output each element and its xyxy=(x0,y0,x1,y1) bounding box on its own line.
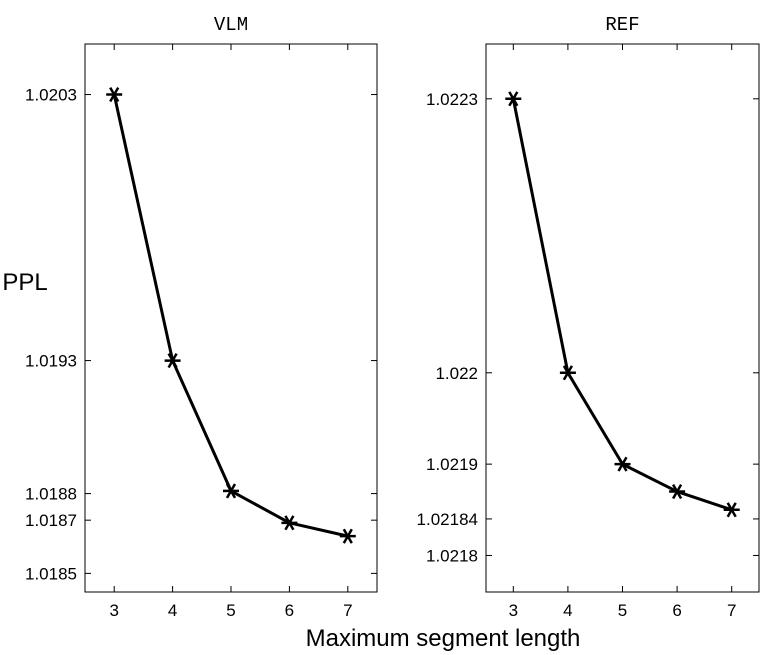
vlm-marker-stroke xyxy=(342,528,353,544)
ref-x-tick-label: 7 xyxy=(727,601,736,620)
vlm-x-tick-label: 3 xyxy=(109,601,118,620)
vlm-x-tick-label: 5 xyxy=(226,601,235,620)
vlm-series-line xyxy=(112,94,349,538)
vlm-axes-box xyxy=(84,43,378,593)
ref-panel: REF 3 4 5 6 7 1.0218 1.02184 1.0219 1.022 1.0223 xyxy=(417,14,760,620)
ref-marker-stroke xyxy=(508,91,519,107)
vlm-marker-stroke xyxy=(284,515,295,531)
ref-data-point xyxy=(669,483,686,500)
ref-y-tick-label: 1.022 xyxy=(435,364,478,383)
ref-x-tick-label: 3 xyxy=(509,601,518,620)
ref-chart-title: REF xyxy=(605,14,639,36)
ref-y-tick-label: 1.0219 xyxy=(426,455,478,474)
ref-data-point xyxy=(614,456,631,472)
ref-marker-stroke xyxy=(617,456,628,472)
vlm-y-tick-label: 1.0185 xyxy=(25,564,77,583)
ref-y-tick-label: 1.0218 xyxy=(426,546,478,565)
vlm-y-axis-label: PPL xyxy=(2,269,47,296)
ref-axes-box xyxy=(485,43,760,593)
vlm-panel: VLM PPL 3 4 5 6 7 1.0185 1.0187 1.0188 1.0193 1.020… xyxy=(2,14,378,620)
ref-marker-stroke xyxy=(726,502,737,518)
ref-data-point xyxy=(559,365,576,381)
ref-marker-stroke xyxy=(562,365,573,381)
vlm-data-point xyxy=(223,483,239,499)
vlm-x-tick-label: 6 xyxy=(285,601,294,620)
vlm-x-tick-label: 4 xyxy=(168,601,177,620)
x-axis-label: Maximum segment length xyxy=(306,625,581,652)
ref-series-line xyxy=(511,98,733,512)
ref-x-tick-label: 6 xyxy=(672,601,681,620)
vlm-y-tick-label: 1.0203 xyxy=(25,86,77,105)
ref-data-point xyxy=(723,502,740,518)
vlm-data-point xyxy=(281,515,298,531)
ref-y-tick-label: 1.02184 xyxy=(417,510,478,529)
vlm-data-point xyxy=(164,353,181,369)
vlm-marker-stroke xyxy=(109,86,120,103)
vlm-data-point xyxy=(106,86,123,103)
vlm-marker-stroke xyxy=(167,353,178,369)
ref-y-tick-label: 1.0223 xyxy=(426,90,478,109)
vlm-data-point xyxy=(339,528,356,544)
vlm-y-tick-label: 1.0193 xyxy=(25,352,77,371)
vlm-x-tick-label: 7 xyxy=(343,601,352,620)
vlm-y-tick-label: 1.0188 xyxy=(25,485,77,504)
vlm-chart-title: VLM xyxy=(214,14,248,36)
ref-data-point xyxy=(505,91,522,107)
vlm-marker-stroke xyxy=(225,483,237,499)
vlm-y-tick-label: 1.0187 xyxy=(25,511,77,530)
ref-x-tick-label: 5 xyxy=(618,601,627,620)
ref-x-tick-label: 4 xyxy=(563,601,572,620)
ref-marker-stroke xyxy=(672,483,683,500)
